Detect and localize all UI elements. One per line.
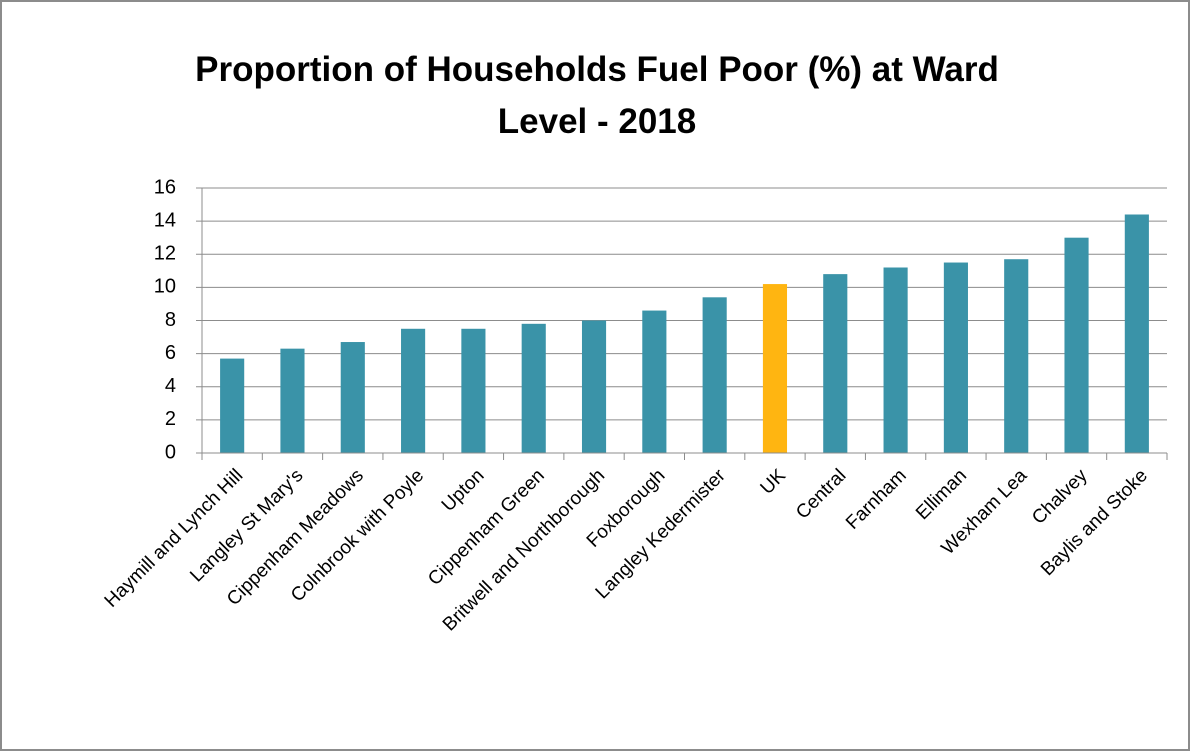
y-tick-label: 14 xyxy=(154,209,176,231)
x-tick-label: UK xyxy=(757,465,791,499)
y-tick-label: 2 xyxy=(165,408,176,430)
chart-title: Proportion of Households Fuel Poor (%) a… xyxy=(195,50,999,141)
bar xyxy=(340,342,365,453)
bar xyxy=(762,284,788,453)
bar xyxy=(521,323,546,453)
bar xyxy=(702,297,727,453)
x-tick-label: Farnham xyxy=(842,465,911,534)
x-tick-label: Central xyxy=(792,465,850,523)
bar xyxy=(1064,237,1089,453)
bar xyxy=(943,262,968,453)
x-tick-label: Baylis and Stoke xyxy=(1037,465,1152,580)
bar xyxy=(823,274,848,453)
bar xyxy=(280,348,305,453)
bar xyxy=(401,328,426,453)
x-tick-label: Langley St Mary's xyxy=(186,465,307,586)
y-tick-label: 6 xyxy=(165,342,176,364)
bar xyxy=(1004,259,1029,453)
bar xyxy=(883,267,908,453)
y-tick-label: 10 xyxy=(154,276,176,298)
y-tick-label: 0 xyxy=(165,441,176,463)
y-tick-label: 12 xyxy=(154,243,176,265)
bar xyxy=(581,320,607,453)
y-tick-label: 8 xyxy=(165,309,176,331)
bar xyxy=(220,358,245,453)
y-tick-label: 16 xyxy=(154,176,176,198)
x-tick-label: Cippenham Green xyxy=(424,465,549,590)
y-tick-label: 4 xyxy=(165,375,176,397)
bar xyxy=(1124,214,1149,453)
bar xyxy=(642,310,667,453)
bar xyxy=(461,328,486,453)
x-tick-label: Upton xyxy=(438,465,489,516)
x-tick-label: Elliman xyxy=(912,465,971,524)
